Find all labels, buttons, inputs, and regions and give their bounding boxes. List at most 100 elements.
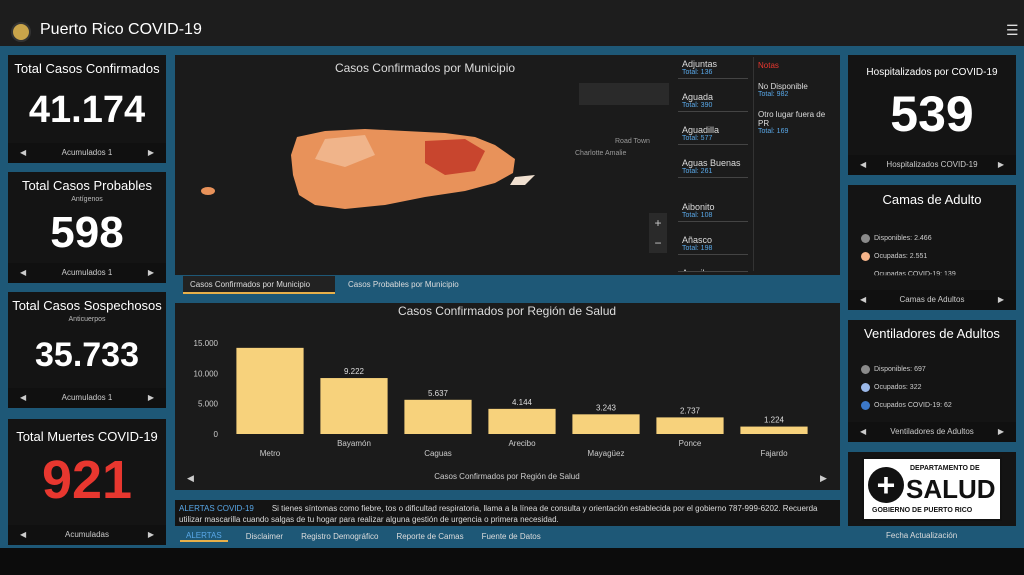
map-tab-active[interactable]	[183, 276, 335, 294]
next-arrow[interactable]: ▶	[997, 295, 1004, 304]
municipio-item[interactable]: Aguada Total: 390	[678, 90, 748, 112]
place-label: Road Town	[615, 138, 650, 145]
alert-tab[interactable]: ALERTAS	[180, 531, 228, 542]
note-total: Total: 169	[758, 128, 789, 135]
legend-item: Ocupadas: 2.551	[861, 252, 927, 261]
note-name: No Disponible	[758, 82, 808, 91]
panel-title: Total Casos Confirmados	[14, 61, 160, 76]
x-tick-label: Caguas	[424, 449, 452, 458]
municipio-item[interactable]: Arecibo	[678, 266, 748, 272]
footer-text: Acumulados 1	[61, 268, 113, 277]
prev-arrow[interactable]: ◀	[20, 530, 27, 539]
confirmed-panel: Total Casos Confirmados 41.174 ◀ Acumulad…	[8, 55, 166, 163]
footer-text: Hospitalizados COVID-19	[886, 160, 978, 169]
bar	[572, 414, 640, 434]
municipio-name: Arecibo	[682, 268, 713, 271]
alert-tabs: ALERTAS Disclaimer Registro Demográfico Rep…	[180, 527, 541, 545]
map-title: Casos Confirmados por Municipio	[334, 61, 516, 75]
panel-title: Camas de Adulto	[882, 192, 982, 207]
next-arrow[interactable]: ▶	[997, 427, 1004, 436]
prev-arrow[interactable]: ◀	[20, 268, 27, 277]
municipio-name: Aguas Buenas	[682, 158, 741, 168]
municipio-name: Aibonito	[682, 202, 715, 212]
x-axis-title: Casos Confirmados por Región de Salud	[434, 472, 579, 481]
bar	[320, 378, 388, 434]
municipio-item[interactable]: Añasco Total: 198	[678, 233, 748, 255]
panel-title: Ventiladores de Adultos	[864, 326, 1000, 341]
zoom-control[interactable]	[649, 213, 667, 253]
municipio-total: Total: 136	[682, 69, 713, 76]
next-arrow[interactable]: ▶	[147, 530, 154, 539]
prev-arrow[interactable]: ◀	[860, 427, 867, 436]
alert-tab[interactable]: Fuente de Datos	[481, 531, 541, 541]
footer-text: Acumulados 1	[61, 393, 113, 402]
legend-dot	[861, 234, 870, 243]
notes-panel: Notas No Disponible Total: 982 Otro lugar …	[753, 57, 837, 271]
alerts-title: ALERTAS COVID-19	[179, 504, 254, 513]
map-toolbar[interactable]	[579, 83, 669, 105]
probable-panel: Total Casos Probables Antígenos 598 ◀ Acu…	[8, 172, 166, 283]
municipio-total: Total: 577	[682, 135, 713, 142]
footer-text: Acumulados 1	[61, 148, 113, 157]
suspect-panel: Total Casos Sospechosos Anticuerpos 35.7…	[8, 292, 166, 408]
panel-value: 921	[41, 450, 133, 510]
prev-arrow[interactable]: ◀	[860, 160, 867, 169]
panel-footer: ◀ Acumuladas ▶	[8, 525, 166, 545]
prev-arrow[interactable]: ◀	[860, 295, 867, 304]
x-tick-label: Mayagüez	[588, 449, 625, 458]
next-arrow[interactable]: ▶	[147, 268, 154, 277]
logo: + DEPARTAMENTO DE SALUD GOBIERNO DE PUER…	[862, 457, 1002, 521]
municipio-item[interactable]: Aguadilla Total: 577	[678, 123, 748, 145]
legend-dot	[861, 365, 870, 374]
x-tick-label: Ponce	[679, 439, 702, 448]
legend-item: Ocupadas COVID-19: 139	[874, 271, 956, 275]
panel-footer: ◀ Ventiladores de Adultos ▶	[848, 422, 1016, 442]
beds-panel: Camas de Adulto ◀ Camas de Adultos ▶	[848, 185, 1016, 310]
municipio-item[interactable]: Adjuntas Total: 136	[678, 57, 748, 79]
zoom-out[interactable]: −	[654, 236, 661, 250]
alert-tab[interactable]: Registro Demográfico	[301, 531, 379, 541]
x-tick-label: Arecibo	[508, 439, 536, 448]
alert-tab[interactable]: Disclaimer	[245, 531, 284, 541]
x-tick-label: Metro	[260, 449, 281, 458]
note-item: Otro lugar fuera de PR Total: 169	[758, 110, 833, 135]
municipio-name: Aguada	[682, 92, 714, 102]
municipio-item[interactable]: Aibonito Total: 108	[678, 200, 748, 222]
west-area	[315, 135, 375, 167]
bar	[740, 426, 808, 434]
prev-arrow[interactable]: ◀	[20, 148, 27, 157]
value-label: 2.737	[680, 406, 701, 415]
y-tick-label: 10.000	[194, 369, 219, 378]
panel-title: Total Muertes COVID-19	[16, 429, 158, 444]
map-tab[interactable]: Casos Confirmados por Municipio	[190, 280, 311, 289]
panel-value: 598	[50, 208, 124, 257]
panel-title: Total Casos Sospechosos	[12, 298, 162, 313]
map-tab[interactable]: Casos Probables por Municipio	[348, 280, 459, 289]
legend-dot	[861, 383, 870, 392]
alert-tab[interactable]: Reporte de Camas	[396, 531, 464, 541]
municipio-total: Total: 390	[682, 102, 713, 109]
logo-panel: + DEPARTAMENTO DE SALUD GOBIERNO DE PUER…	[848, 452, 1016, 526]
culebra-vieques	[510, 175, 535, 185]
map: Road Town Charlotte Amalie + −	[201, 83, 669, 253]
prev-arrow[interactable]: ◀	[20, 393, 27, 402]
menu-button[interactable]: ☰	[1006, 22, 1019, 38]
panel-subtitle: Anticuerpos	[68, 316, 106, 323]
municipio-name: Adjuntas	[682, 59, 718, 69]
legend-item: Disponibles: 2.466	[861, 234, 932, 243]
panel-value: 35.733	[35, 336, 139, 374]
panel-title: Total Casos Probables	[21, 178, 153, 193]
municipio-item[interactable]: Aguas Buenas Total: 261	[678, 156, 748, 178]
prev-arrow[interactable]: ◀	[187, 473, 194, 483]
y-tick-label: 15.000	[194, 339, 219, 348]
bar-chart: Casos Confirmados por Región de Salud Ca…	[175, 303, 840, 490]
note-total: Total: 982	[758, 91, 789, 98]
next-arrow[interactable]: ▶	[147, 148, 154, 157]
panel-footer: ◀ Acumulados 1 ▶	[8, 143, 166, 163]
next-arrow[interactable]: ▶	[820, 473, 827, 483]
zoom-in[interactable]: +	[654, 216, 661, 230]
next-arrow[interactable]: ▶	[147, 393, 154, 402]
next-arrow[interactable]: ▶	[997, 160, 1004, 169]
app-title: Puerto Rico COVID-19	[40, 21, 202, 38]
